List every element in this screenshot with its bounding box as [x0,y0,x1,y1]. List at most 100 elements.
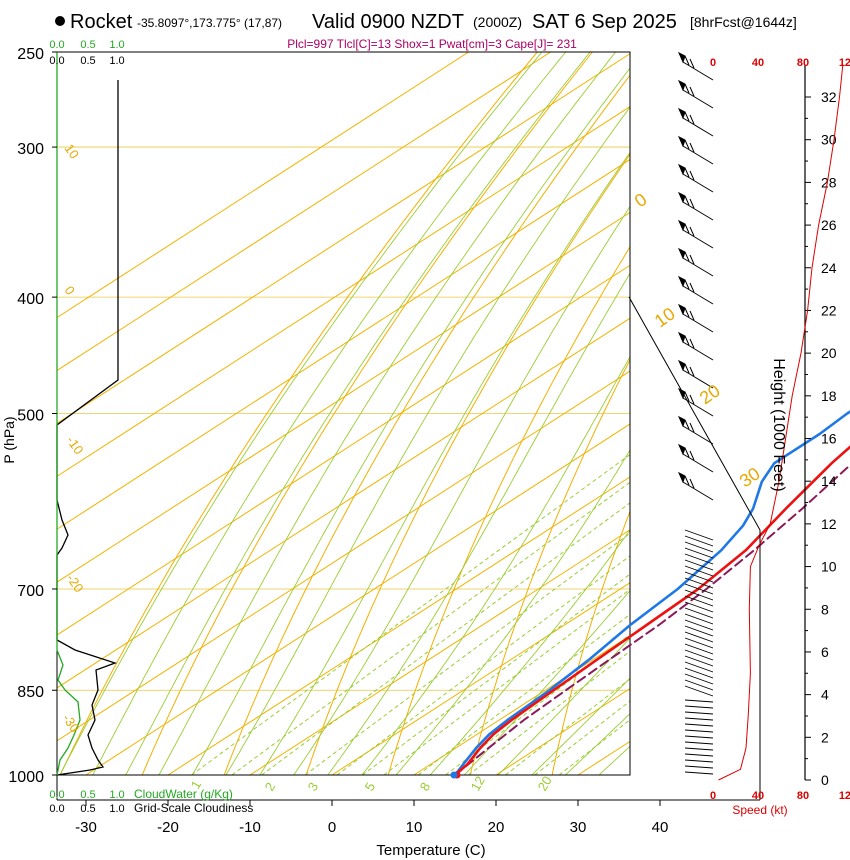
height-axis-title: Height (1000 Feet) [770,358,787,491]
height-tick-label: 26 [821,217,837,233]
wind-barb [682,481,714,501]
moist-adiabat [604,31,850,801]
moist-adiabat [361,355,630,775]
wind-barb [682,257,714,277]
moist-adiabat [158,52,617,775]
wind-barb-low [684,529,714,541]
isotherm-line [331,582,630,775]
wind-barb [682,369,714,389]
isotherm-line [57,158,630,530]
pressure-tick-label: 1000 [8,769,44,786]
valid-time: Valid 0900 NZDT [312,11,464,33]
mixing-ratio-label: 5 [362,780,379,794]
speed-bottom-label: 120 [839,790,850,802]
wind-barb-low [684,535,714,547]
wind-barb [682,229,714,249]
sounding-parameters: Plcl=997 Tlcl[C]=13 Shox=1 Pwat[cm]=3 Ca… [287,37,577,51]
dry-adiabat [305,153,630,775]
wind-barb-flag [677,135,695,153]
wind-barb-low [684,559,714,571]
cloudwater-scale-top: 0.5 [80,39,95,51]
wind-barb [682,285,714,305]
mixing-ratio-line [261,502,630,775]
wind-barb-low [684,765,714,769]
height-tick-label: 32 [821,89,837,105]
moist-adiabat [395,449,630,775]
temperature-axis-title: Temperature (C) [376,842,485,859]
dry-adiabat [630,31,850,801]
temperature-tick-label: -10 [239,819,261,836]
height-tick-label: 22 [821,302,837,318]
wind-barb-flag [677,303,695,321]
wind-barb-low [684,595,714,607]
cloudwater-scale-bottom: 0.5 [80,789,95,801]
moist-adiabat [497,637,630,775]
height-tick-label: 12 [821,516,837,532]
cloudiness-scale-top: 0.5 [80,55,95,67]
wind-barb-low [684,625,714,637]
dry-adiabat [223,74,630,775]
station-dot [55,16,65,26]
isotherm-label: 10 [62,141,83,161]
speed-top-label: 0 [710,57,716,69]
cloudwater-scale-bottom: 0.0 [49,789,64,801]
dry-adiabat [551,510,630,775]
wind-barb-low [684,565,714,577]
wind-barb [682,453,714,473]
pressure-tick-label: 400 [17,291,44,308]
wind-barb [682,117,714,137]
cloudwater-scale-top: 1.0 [109,39,124,51]
isotherm-line [57,317,630,689]
moist-adiabat [225,106,630,775]
mixing-ratio-label: 20 [535,773,555,793]
height-tick-label: 30 [821,132,837,148]
isotherm-line [742,52,850,775]
moist-adiabat [191,67,630,775]
isotherm-line [57,106,630,477]
wind-barb-flag [677,219,695,237]
wind-barb [682,173,714,193]
isotherm-label: -20 [64,571,87,595]
cloudiness-scale-top: 0.0 [49,55,64,67]
speed-title: Speed (kt) [732,803,787,817]
height-tick-label: 2 [821,729,829,745]
temperature-tick-label: 30 [570,819,587,836]
isotherm-line [57,52,551,372]
moist-adiabat [259,151,630,775]
speed-bottom-label: 0 [710,790,716,802]
wind-barb [682,397,714,417]
wind-barb-flag [677,275,695,293]
wind-barb-flag [677,247,695,265]
wind-barb-low [684,667,714,679]
isotherm-line [249,529,630,775]
wind-barb-low [684,729,714,733]
isotherm-label: 0 [62,283,78,298]
wind-barb-flag [677,51,695,69]
zulu-time: (2000Z) [473,14,522,30]
cloudiness-scale-bottom: 0.0 [49,803,64,815]
pressure-tick-label: 300 [17,141,44,158]
station-name: Rocket [70,11,133,33]
moist-adiabat [125,52,591,775]
cloudiness-line [56,80,119,776]
wind-barb [682,61,714,81]
pressure-axis-title: P (hPa) [1,416,17,463]
dry-adiabat [387,245,630,775]
mixing-ratio-line [417,613,630,775]
wind-barb-flag [677,79,695,97]
wind-barb-low [684,577,714,589]
wind-barb-low [684,735,714,739]
moist-adiabat [327,272,630,775]
moist-adiabat [92,52,567,775]
pressure-tick-label: 700 [17,583,44,600]
wind-barb-low [684,583,714,595]
cloudwater-scale-bottom: 1.0 [109,789,124,801]
wind-barb-low [684,619,714,631]
surface-dew-dot [450,771,458,779]
dewpoint-line [453,410,850,777]
speed-bottom-label: 80 [797,790,809,802]
theta-label: 20 [696,380,724,408]
wind-barb-low [684,723,714,727]
wind-barb-low [684,547,714,559]
speed-top-label: 80 [797,57,809,69]
